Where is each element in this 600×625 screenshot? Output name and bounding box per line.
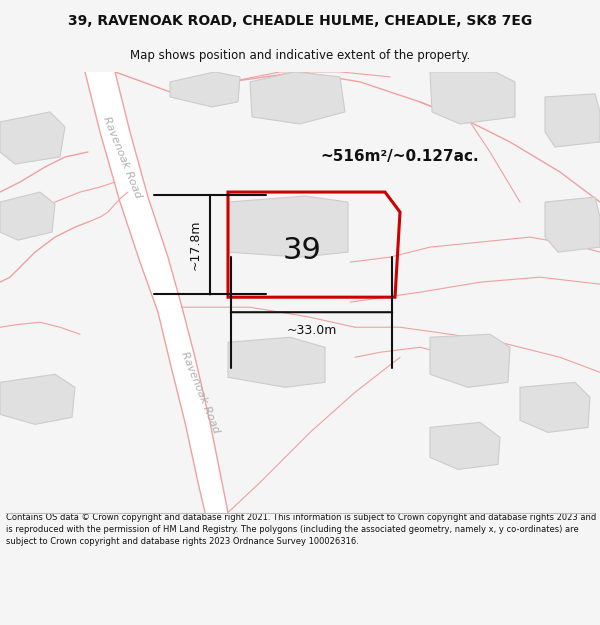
Text: 39, RAVENOAK ROAD, CHEADLE HULME, CHEADLE, SK8 7EG: 39, RAVENOAK ROAD, CHEADLE HULME, CHEADL… [68,14,532,28]
Text: ~516m²/~0.127ac.: ~516m²/~0.127ac. [320,149,479,164]
Polygon shape [250,72,345,124]
Text: ~17.8m: ~17.8m [189,219,202,270]
Polygon shape [430,422,500,469]
Polygon shape [170,72,240,107]
Polygon shape [545,94,600,147]
Polygon shape [430,72,515,124]
Polygon shape [520,382,590,432]
Polygon shape [430,334,510,388]
Polygon shape [228,196,348,257]
Polygon shape [0,374,75,424]
Polygon shape [0,192,55,240]
Polygon shape [545,197,600,252]
Polygon shape [0,112,65,164]
Polygon shape [85,72,182,312]
Text: Ravenoak Road: Ravenoak Road [179,350,221,434]
Text: Map shows position and indicative extent of the property.: Map shows position and indicative extent… [130,49,470,62]
Text: Contains OS data © Crown copyright and database right 2021. This information is : Contains OS data © Crown copyright and d… [6,512,596,546]
Polygon shape [158,308,228,512]
Text: Ravenoak Road: Ravenoak Road [101,114,143,199]
Text: ~33.0m: ~33.0m [286,324,337,338]
Text: 39: 39 [283,236,322,264]
Polygon shape [228,338,325,388]
